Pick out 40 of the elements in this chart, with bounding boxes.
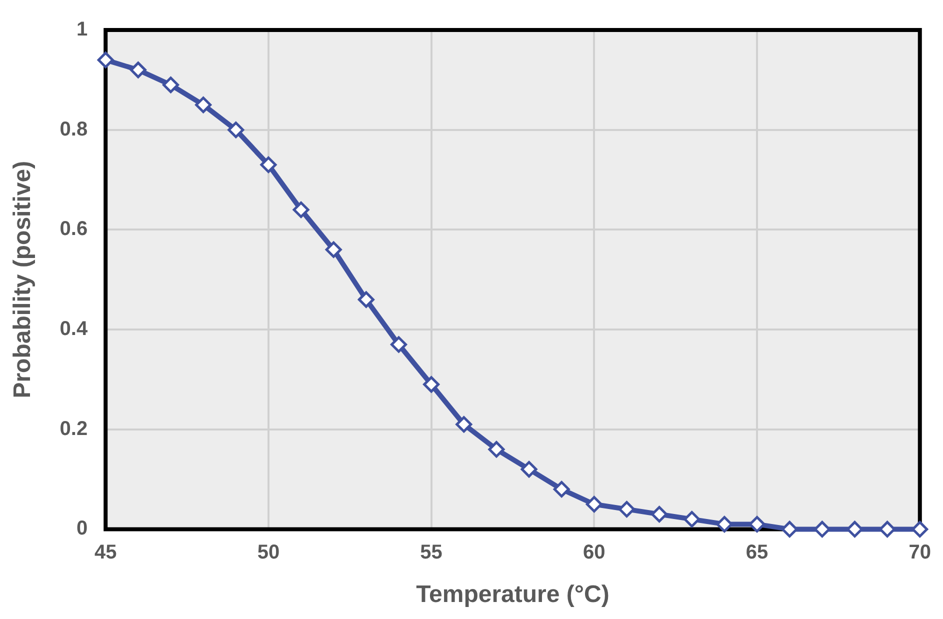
y-tick-label: 0.6: [60, 218, 88, 240]
x-axis-title: Temperature (°C): [416, 581, 610, 608]
x-tick-label: 65: [746, 542, 768, 564]
point: [912, 520, 928, 538]
point: [325, 241, 342, 258]
point: [651, 506, 668, 522]
point: [423, 376, 440, 393]
x-tick-label: 45: [94, 542, 117, 564]
point: [684, 510, 700, 528]
point: [748, 516, 766, 532]
y-tick-label: 0: [76, 518, 88, 540]
point: [260, 156, 277, 174]
x-tick-label: 50: [257, 542, 280, 564]
x-tick-label: 60: [583, 542, 606, 564]
y-tick-label: 1: [76, 18, 88, 41]
y-axis-title: Probability (positive): [9, 160, 36, 398]
point: [390, 336, 407, 353]
point: [162, 76, 179, 94]
y-tick-label: 0.8: [60, 118, 88, 140]
point: [195, 96, 212, 114]
point: [781, 520, 798, 538]
point: [716, 516, 733, 532]
point: [358, 291, 374, 308]
point: [228, 122, 244, 138]
y-tick-label: 0.2: [60, 418, 88, 440]
point: [879, 520, 896, 538]
point: [846, 520, 863, 538]
point: [130, 62, 146, 78]
point: [618, 500, 635, 518]
point: [520, 461, 538, 478]
point: [97, 52, 114, 68]
point: [586, 496, 602, 512]
y-tick-label: 0.4: [60, 318, 88, 340]
point: [814, 520, 830, 538]
point: [488, 441, 505, 458]
point: [292, 201, 310, 218]
x-tick-label: 55: [420, 542, 442, 564]
x-tick-label: 70: [908, 542, 931, 564]
point: [553, 481, 570, 498]
point: [456, 416, 472, 433]
